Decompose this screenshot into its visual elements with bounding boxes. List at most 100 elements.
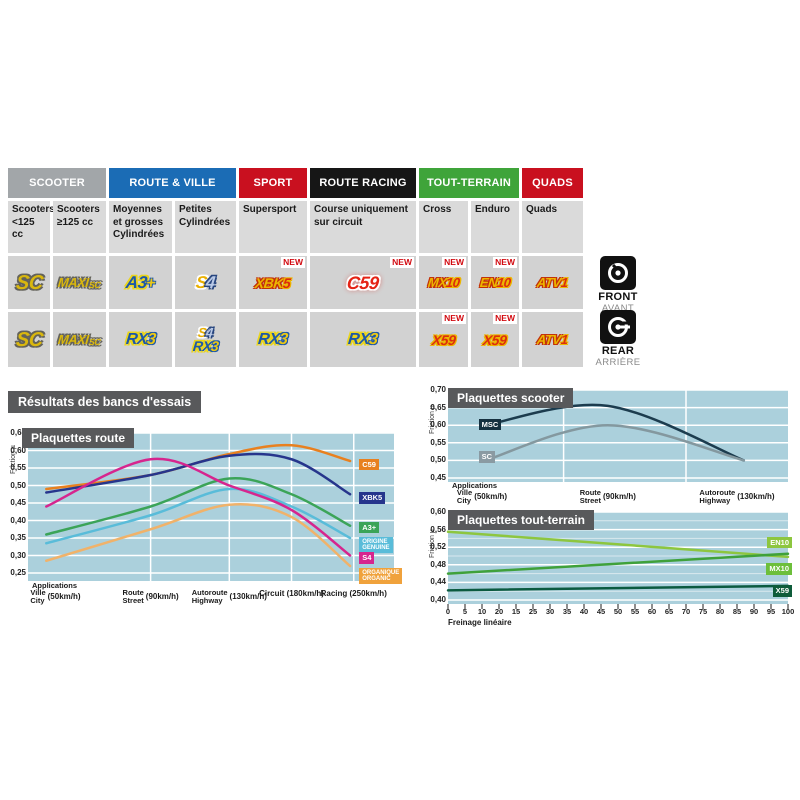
- applications-label: Applications: [452, 481, 498, 490]
- x-tick-label: 80: [715, 607, 725, 616]
- front-label: FRONT: [598, 291, 638, 303]
- product-logo: SC: [14, 329, 43, 351]
- product-logo-part: X59: [430, 331, 457, 348]
- arriere-label: ARRIÈRE: [595, 357, 641, 368]
- x-tick-label: 50: [613, 607, 623, 616]
- table-header-scooter: SCOOTER: [8, 168, 106, 198]
- category-name-en: City: [456, 495, 472, 505]
- category-speed: (90km/h): [602, 492, 636, 501]
- y-tick-label: 0,55: [10, 463, 26, 472]
- x-axis-category: Autoroute Highway (130km/h): [699, 489, 774, 504]
- category-bilingual-name: Route Street: [123, 589, 144, 604]
- product-logo-part: MAXI: [57, 332, 90, 347]
- product-logo: RX 3: [257, 330, 288, 348]
- y-tick-label: 0,60: [430, 507, 446, 516]
- category-name-fr: Autoroute: [699, 488, 736, 497]
- product-logo: X59: [430, 331, 457, 348]
- chart-title: Plaquettes tout-terrain: [448, 510, 595, 530]
- y-tick-label: 0,40: [430, 595, 446, 604]
- product-logo: RX 3: [125, 330, 157, 348]
- y-axis-title: Friction µ: [429, 529, 436, 558]
- product-logo-part: RX: [257, 330, 281, 348]
- series-label-line: ORGANIC: [362, 576, 391, 582]
- series-label-MX10: MX10: [766, 563, 792, 575]
- product-logo: MX 10: [427, 275, 461, 290]
- y-tick-label: 0,52: [430, 542, 446, 552]
- product-cell-front: NEW EN 10: [471, 256, 519, 309]
- product-logo-part: EN: [478, 275, 498, 290]
- new-badge: NEW: [442, 257, 466, 268]
- series-label-MSC: MSC: [478, 418, 502, 431]
- x-axis-category: Circuit (180km/h): [259, 589, 324, 598]
- product-logo: SC: [14, 272, 43, 294]
- x-tick-label: 0: [445, 607, 451, 616]
- product-logo-part: 10: [496, 275, 512, 290]
- new-badge: NEW: [281, 257, 305, 268]
- product-logo: RX 3: [191, 338, 219, 354]
- product-logo-part: 3: [146, 330, 157, 348]
- product-cell-rear: SC: [8, 312, 50, 367]
- table-subheader: Supersport: [239, 201, 307, 253]
- product-logo-part: ATV: [536, 332, 562, 347]
- product-cell-rear: RX 3: [310, 312, 416, 367]
- x-axis-title: Freinage linéaire: [448, 618, 512, 627]
- y-axis-title: Friction µ: [10, 445, 17, 474]
- category-name-fr: Route: [579, 488, 601, 497]
- category-speed: (130km/h): [229, 592, 267, 601]
- product-cell-rear: RX 3: [239, 312, 307, 367]
- table-header-route-ville: ROUTE & VILLE: [109, 168, 236, 198]
- series-line-A3+: [45, 476, 352, 536]
- series-label-ORGANIQUE: ORGANIQUE ORGANIC: [359, 568, 403, 584]
- series-line-ORGANIQUE ORGANIC: [45, 503, 352, 568]
- x-tick-label: 5: [462, 607, 468, 616]
- product-cell-front: MAXI SC: [53, 256, 106, 309]
- product-cell-rear: RX 3: [109, 312, 172, 367]
- product-cell-front: NEW MX 10: [419, 256, 468, 309]
- series-label-line: ORIGINE: [362, 538, 388, 545]
- product-cell-front: NEW XBK 5: [239, 256, 307, 309]
- x-tick-label: 40: [579, 607, 589, 616]
- product-logo: XBK 5: [254, 274, 291, 291]
- x-axis-category: Route Street (90km/h): [123, 589, 179, 604]
- y-tick-label: 0,50: [10, 480, 26, 490]
- table-subheader: Quads: [522, 201, 583, 253]
- product-logo: A3 +: [124, 272, 157, 292]
- table-subheader: Course uniquement sur circuit: [310, 201, 416, 253]
- table-subheader: Moyennes et grosses Cylindrées: [109, 201, 172, 253]
- category-bilingual-name: Ville City: [457, 489, 472, 504]
- product-logo: X59: [482, 332, 507, 348]
- product-logo-part: MAXI: [57, 275, 90, 290]
- x-tick-label: 35: [562, 607, 572, 616]
- y-tick-label: 0,30: [10, 550, 26, 560]
- table-header-quads: QUADS: [522, 168, 583, 198]
- category-name-fr: Autoroute: [191, 588, 228, 597]
- product-logo-part: C59: [346, 272, 380, 293]
- y-tick-label: 0,65: [10, 428, 26, 437]
- product-logo-part: A3: [124, 272, 148, 292]
- y-tick-label: 0,55: [430, 437, 446, 447]
- new-badge: NEW: [442, 313, 466, 324]
- product-cell-rear: NEW X59: [471, 312, 519, 367]
- table-header-sport: SPORT: [239, 168, 307, 198]
- category-speed: (50km/h): [47, 592, 81, 601]
- x-tick-label: 45: [596, 607, 606, 616]
- category-name-en: Street: [579, 495, 601, 505]
- new-badge: NEW: [493, 313, 517, 324]
- category-name-fr: Ville: [30, 588, 46, 597]
- category-name-en: City: [30, 595, 45, 605]
- series-label-ORIGINE: ORIGINE GENUINE: [359, 536, 393, 553]
- series-label-EN10: EN10: [767, 536, 792, 549]
- y-tick-label: 0,70: [430, 385, 446, 394]
- y-tick-label: 0,50: [430, 455, 446, 465]
- product-logo-part: SC: [88, 337, 101, 347]
- table-subheader: Petites Cylindrées: [175, 201, 236, 253]
- category-speed: (90km/h): [145, 592, 179, 601]
- product-logo-part: RX: [191, 338, 212, 354]
- product-application-table: SCOOTER ROUTE & VILLE SPORT ROUTE RACING TOU…: [8, 168, 583, 367]
- y-tick-label: 0,60: [10, 445, 26, 455]
- x-tick-label: 10: [477, 607, 487, 616]
- x-tick-label: 95: [766, 607, 776, 616]
- applications-label: Applications: [32, 581, 78, 590]
- product-logo-part: XBK: [254, 274, 285, 291]
